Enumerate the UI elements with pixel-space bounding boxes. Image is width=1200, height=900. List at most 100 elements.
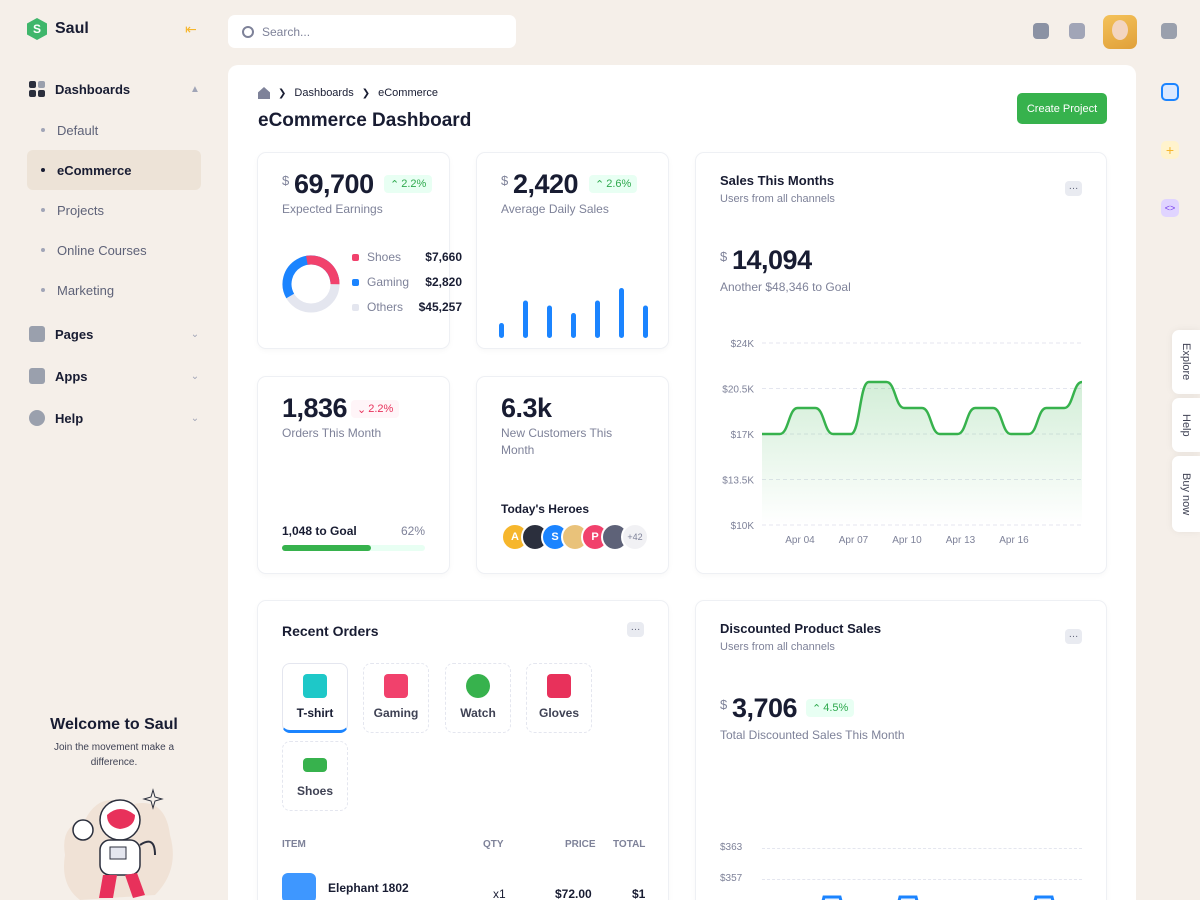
y-tick-label: $24K [731,339,755,350]
nav-help[interactable]: Help ⌄ [27,397,201,439]
column-total: TOTAL [613,839,646,850]
daily-sales-bar [571,313,576,338]
earnings-label: Expected Earnings [282,202,383,216]
image-icon[interactable] [1033,23,1049,39]
brand[interactable]: S Saul [27,18,89,40]
chevron-right-icon: ❯ [278,87,287,99]
sales-months-subtitle: Users from all channels [720,193,835,205]
main-content: ❯ Dashboards ❯ eCommerce eCommerce Dashb… [228,65,1136,900]
more-options-icon[interactable]: … [1065,181,1082,196]
more-options-icon[interactable]: … [1065,629,1082,644]
nav-pages[interactable]: Pages ⌄ [27,313,201,355]
sidebar-nav: Dashboards ▲ Default eCommerce Projects … [27,72,201,439]
orders-change: 2.2% [368,403,394,415]
column-item: ITEM [282,839,306,850]
x-tick-label: Apr 16 [999,535,1029,546]
recent-orders-title: Recent Orders [282,623,379,639]
bullet-icon [41,168,45,172]
breadcrumb: ❯ Dashboards ❯ eCommerce [258,87,438,99]
column-price: PRICE [565,839,596,850]
watch-icon [466,674,490,698]
discounted-ytick: $363 [720,842,743,853]
row-price: $72.00 [555,887,592,900]
legend-name: Others [367,300,404,314]
discounted-line-chart [821,895,1055,900]
collapse-sidebar-icon[interactable]: ⇤ [185,21,197,37]
discounted-subtitle: Users from all channels [720,641,835,653]
discounted-ytick: $357 [720,873,743,884]
row-total: $1 [632,887,646,900]
orders-progress-track [282,545,425,551]
nav-sub-label: Marketing [57,282,115,298]
discounted-change-badge: ⌃ 4.5% [806,699,855,717]
sales-months-title: Sales This Months [720,173,835,188]
buy-now-tab[interactable]: Buy now [1172,456,1200,532]
user-avatar[interactable] [1103,15,1137,49]
daily-sales-change: 2.6% [606,178,632,190]
legend-value: $45,257 [418,300,462,314]
search-bar[interactable] [228,15,516,48]
breadcrumb-ecommerce[interactable]: eCommerce [378,87,439,99]
breadcrumb-dashboards[interactable]: Dashboards [294,87,354,99]
column-qty: QTY [483,839,504,850]
settings-sliders-icon[interactable] [1161,23,1177,39]
welcome-text: Join the movement make a difference. [53,742,175,768]
help-tab-label: Help [1180,413,1192,437]
discounted-label: Total Discounted Sales This Month [720,728,905,742]
welcome-title: Welcome to Saul [50,716,178,733]
nav-apps[interactable]: Apps ⌄ [27,355,201,397]
sales-months-card: Sales This Months Users from all channel… [695,152,1107,574]
tab-gaming[interactable]: Gaming [363,663,429,733]
gloves-icon [547,674,571,698]
legend-shoes: Shoes $7,660 [352,250,462,264]
bullet-icon [41,288,45,292]
tab-tshirt[interactable]: T-shirt [282,663,348,733]
search-icon [242,25,254,38]
explore-tab[interactable]: Explore [1172,330,1200,394]
currency-symbol: $ [720,249,728,264]
chevron-up-icon: ▲ [190,83,200,95]
gamepad-icon [384,674,408,698]
hero-avatar[interactable]: +42 [621,523,649,551]
arrow-down-icon: ⌄ [357,403,367,416]
orders-progress-fill [282,545,371,551]
row-item[interactable]: Elephant 1802 [328,881,409,895]
shoes-icon [303,758,327,772]
legend-value: $2,820 [425,275,462,289]
nav-sub-marketing[interactable]: Marketing [27,270,201,310]
nav-dashboards[interactable]: Dashboards ▲ [27,72,201,106]
tab-watch[interactable]: Watch [445,663,511,733]
tab-shoes[interactable]: Shoes [282,741,348,811]
x-tick-label: Apr 04 [785,535,815,546]
chevron-right-icon: ❯ [361,87,371,99]
y-tick-label: $10K [731,521,755,532]
daily-sales-bar [499,323,504,338]
calendar-icon[interactable] [1161,83,1179,101]
nav-sub-default[interactable]: Default [27,110,201,150]
y-tick-label: $13.5K [722,476,754,487]
notification-icon[interactable] [1069,23,1085,39]
help-tab[interactable]: Help [1172,398,1200,452]
tab-gloves[interactable]: Gloves [526,663,592,733]
orders-label: Orders This Month [282,426,382,440]
nav-sub-ecommerce[interactable]: eCommerce [27,150,201,190]
more-options-icon[interactable]: … [627,622,644,637]
arrow-up-icon: ⌃ [595,178,605,191]
search-input[interactable] [262,24,492,39]
bullet-icon [41,128,45,132]
code-file-icon[interactable]: <> [1161,199,1179,217]
nav-help-label: Help [55,410,84,426]
customers-card: 6.3k New Customers This Month Today's He… [476,376,669,574]
home-icon[interactable] [258,87,270,99]
x-tick-label: Apr 07 [839,535,869,546]
product-thumbnail [282,873,316,900]
nav-dashboards-label: Dashboards [55,81,131,97]
nav-sub-online-courses[interactable]: Online Courses [27,230,201,270]
sales-months-goal: Another $48,346 to Goal [720,280,851,294]
tab-label: Gloves [538,706,580,720]
create-project-button[interactable]: Create Project [1017,93,1107,124]
nav-sub-projects[interactable]: Projects [27,190,201,230]
buy-now-tab-label: Buy now [1180,472,1192,516]
add-icon[interactable]: + [1161,141,1179,159]
legend-dot [352,278,359,286]
